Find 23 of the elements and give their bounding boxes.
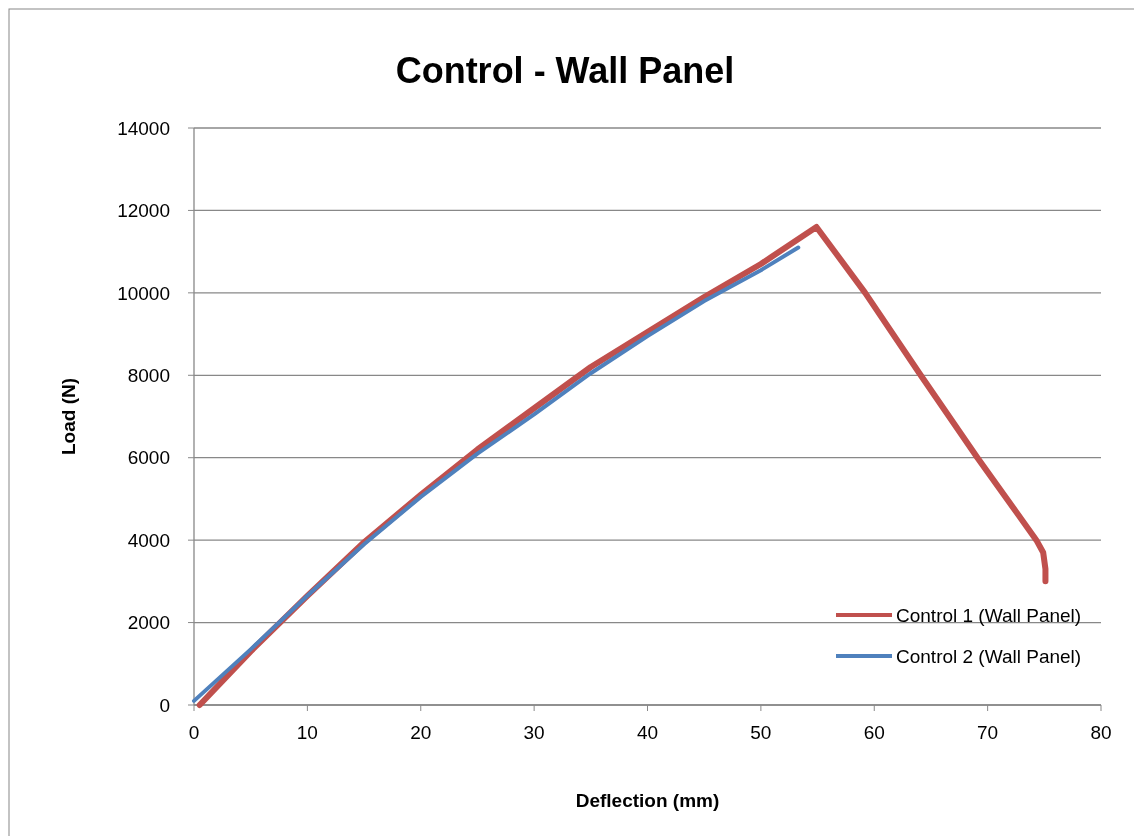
legend-label: Control 2 (Wall Panel): [896, 645, 1082, 667]
chart-title: Control - Wall Panel: [395, 50, 735, 91]
y-tick-label: 10000: [117, 282, 170, 304]
x-tick-label: 80: [1090, 722, 1112, 743]
x-tick-label: 30: [523, 722, 545, 743]
y-tick-label: 14000: [117, 117, 170, 139]
x-tick-label: 40: [636, 722, 659, 743]
line-series: [192, 245, 801, 703]
x-tick-label: 50: [750, 722, 772, 743]
legend-label: Control 1 (Wall Panel): [896, 604, 1082, 626]
y-tick-label: 0: [159, 694, 170, 716]
x-tick-label: 10: [296, 722, 318, 743]
x-axis-title: Deflection (mm): [575, 790, 720, 811]
y-tick-label: 4000: [127, 529, 170, 551]
y-tick-label: 6000: [127, 447, 170, 469]
y-axis-title: Load (N): [58, 377, 79, 456]
y-tick-label: 8000: [127, 364, 170, 386]
y-tick-label: 2000: [127, 612, 170, 634]
x-tick-label: 0: [188, 722, 200, 743]
y-tick-label: 12000: [117, 200, 170, 222]
x-tick-label: 60: [863, 722, 885, 743]
x-tick-label: 20: [410, 722, 432, 743]
x-tick-label: 70: [977, 722, 999, 743]
